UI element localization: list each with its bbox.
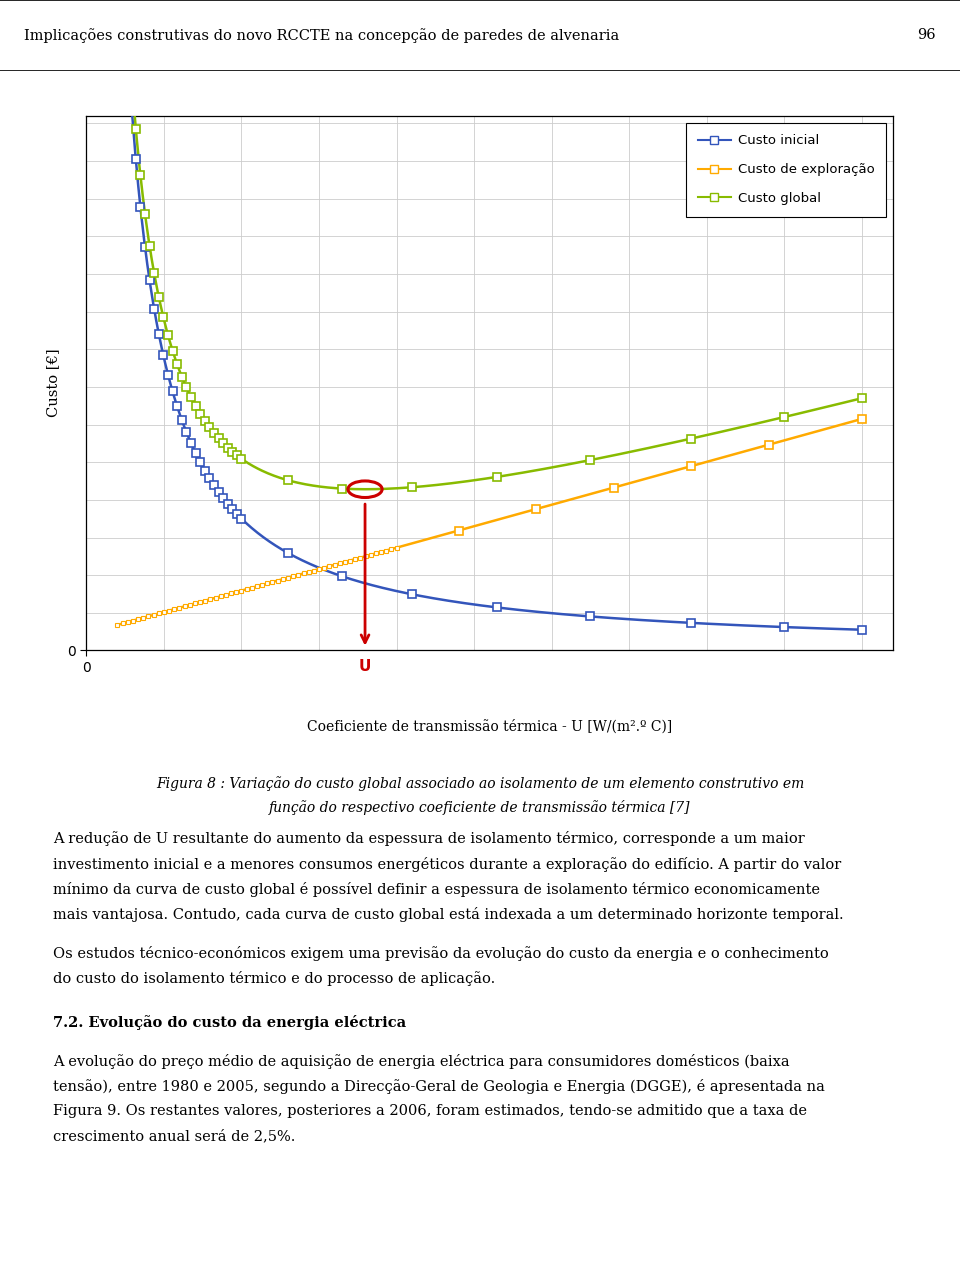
Text: mais vantajosa. Contudo, cada curva de custo global está indexada a um determina: mais vantajosa. Contudo, cada curva de c… (53, 907, 844, 922)
Text: função do respectivo coeficiente de transmissão térmica [7]: função do respectivo coeficiente de tran… (269, 800, 691, 814)
Text: U: U (359, 659, 372, 674)
Y-axis label: Custo [€]: Custo [€] (46, 349, 60, 417)
Text: do custo do isolamento térmico e do processo de aplicação.: do custo do isolamento térmico e do proc… (53, 971, 495, 987)
Text: 7.2. Evolução do custo da energia eléctrica: 7.2. Evolução do custo da energia eléctr… (53, 1015, 406, 1030)
Text: 96: 96 (918, 28, 936, 43)
Text: A redução de U resultante do aumento da espessura de isolamento térmico, corresp: A redução de U resultante do aumento da … (53, 831, 804, 846)
Text: Os estudos técnico-económicos exigem uma previsão da evolução do custo da energi: Os estudos técnico-económicos exigem uma… (53, 945, 828, 961)
Text: Coeficiente de transmissão térmica - U [W/(m².º C)]: Coeficiente de transmissão térmica - U [… (307, 719, 672, 734)
Text: mínimo da curva de custo global é possível definir a espessura de isolamento tér: mínimo da curva de custo global é possív… (53, 882, 820, 896)
Legend: Custo inicial, Custo de exploração, Custo global: Custo inicial, Custo de exploração, Cust… (686, 122, 886, 216)
Text: Figura 8 : Variação do custo global associado ao isolamento de um elemento const: Figura 8 : Variação do custo global asso… (156, 775, 804, 791)
Text: Implicações construtivas do novo RCCTE na concepção de paredes de alvenaria: Implicações construtivas do novo RCCTE n… (24, 28, 619, 43)
Text: Figura 9. Os restantes valores, posteriores a 2006, foram estimados, tendo-se ad: Figura 9. Os restantes valores, posterio… (53, 1104, 806, 1118)
Text: investimento inicial e a menores consumos energéticos durante a exploração do ed: investimento inicial e a menores consumo… (53, 857, 841, 872)
Text: tensão), entre 1980 e 2005, segundo a Direcção-Geral de Geologia e Energia (DGGE: tensão), entre 1980 e 2005, segundo a Di… (53, 1079, 825, 1094)
Text: A evolução do preço médio de aquisição de energia eléctrica para consumidores do: A evolução do preço médio de aquisição d… (53, 1054, 789, 1069)
Text: crescimento anual será de 2,5%.: crescimento anual será de 2,5%. (53, 1130, 295, 1144)
